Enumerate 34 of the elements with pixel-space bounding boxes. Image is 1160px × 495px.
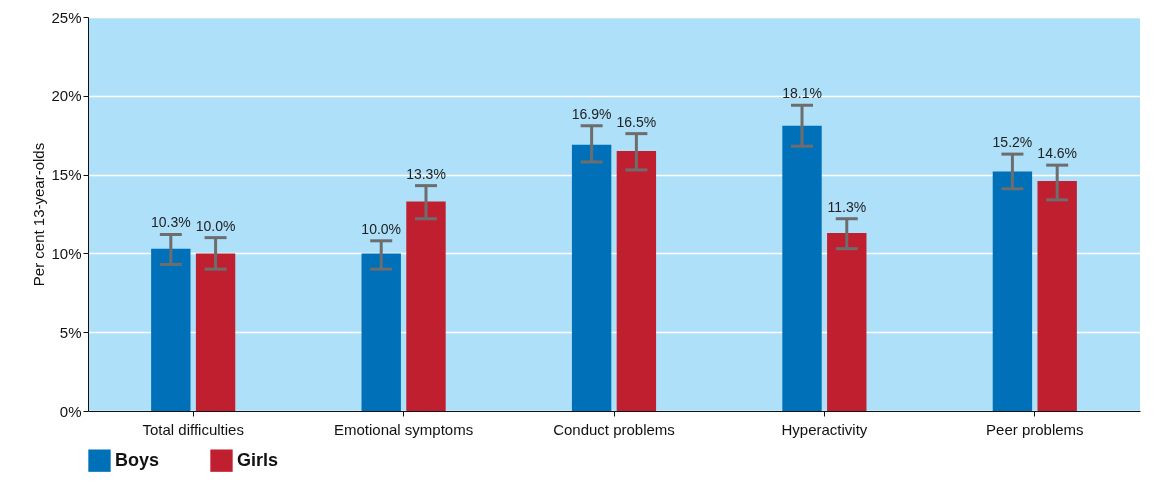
bar <box>827 232 867 411</box>
x-tick-label: Total difficulties <box>142 420 244 438</box>
x-tick-label: Conduct problems <box>553 420 675 438</box>
data-label: 15.2% <box>992 134 1033 151</box>
legend-label: Girls <box>237 449 279 470</box>
y-tick-label: 25% <box>51 8 82 26</box>
bar <box>406 201 446 411</box>
data-label: 10.3% <box>150 214 191 231</box>
bar <box>195 253 236 411</box>
data-label: 10.0% <box>195 217 236 234</box>
y-tick-label: 5% <box>59 323 82 341</box>
y-axis-title: Per cent 13-year-olds <box>30 142 48 287</box>
y-tick-label: 0% <box>59 402 82 420</box>
y-tick-label: 10% <box>51 244 82 262</box>
y-tick-label: 15% <box>51 166 82 184</box>
bar <box>571 144 612 411</box>
data-label: 18.1% <box>782 85 822 102</box>
data-label: 13.3% <box>406 165 446 182</box>
x-tick-label: Hyperactivity <box>781 420 868 438</box>
y-tick-label: 20% <box>51 87 82 105</box>
bar <box>992 171 1033 411</box>
data-label: 11.3% <box>827 198 867 215</box>
bar <box>361 253 401 411</box>
data-label: 16.9% <box>571 105 612 122</box>
bar <box>151 248 191 411</box>
legend-label: Boys <box>115 449 160 470</box>
data-label: 10.0% <box>361 220 402 237</box>
bar <box>616 150 657 411</box>
data-label: 14.6% <box>1037 145 1078 162</box>
x-tick-label: Emotional symptoms <box>333 420 474 438</box>
bar <box>1037 180 1077 411</box>
x-tick-label: Peer problems <box>986 420 1084 438</box>
data-label: 16.5% <box>616 113 657 130</box>
bar <box>782 125 822 411</box>
